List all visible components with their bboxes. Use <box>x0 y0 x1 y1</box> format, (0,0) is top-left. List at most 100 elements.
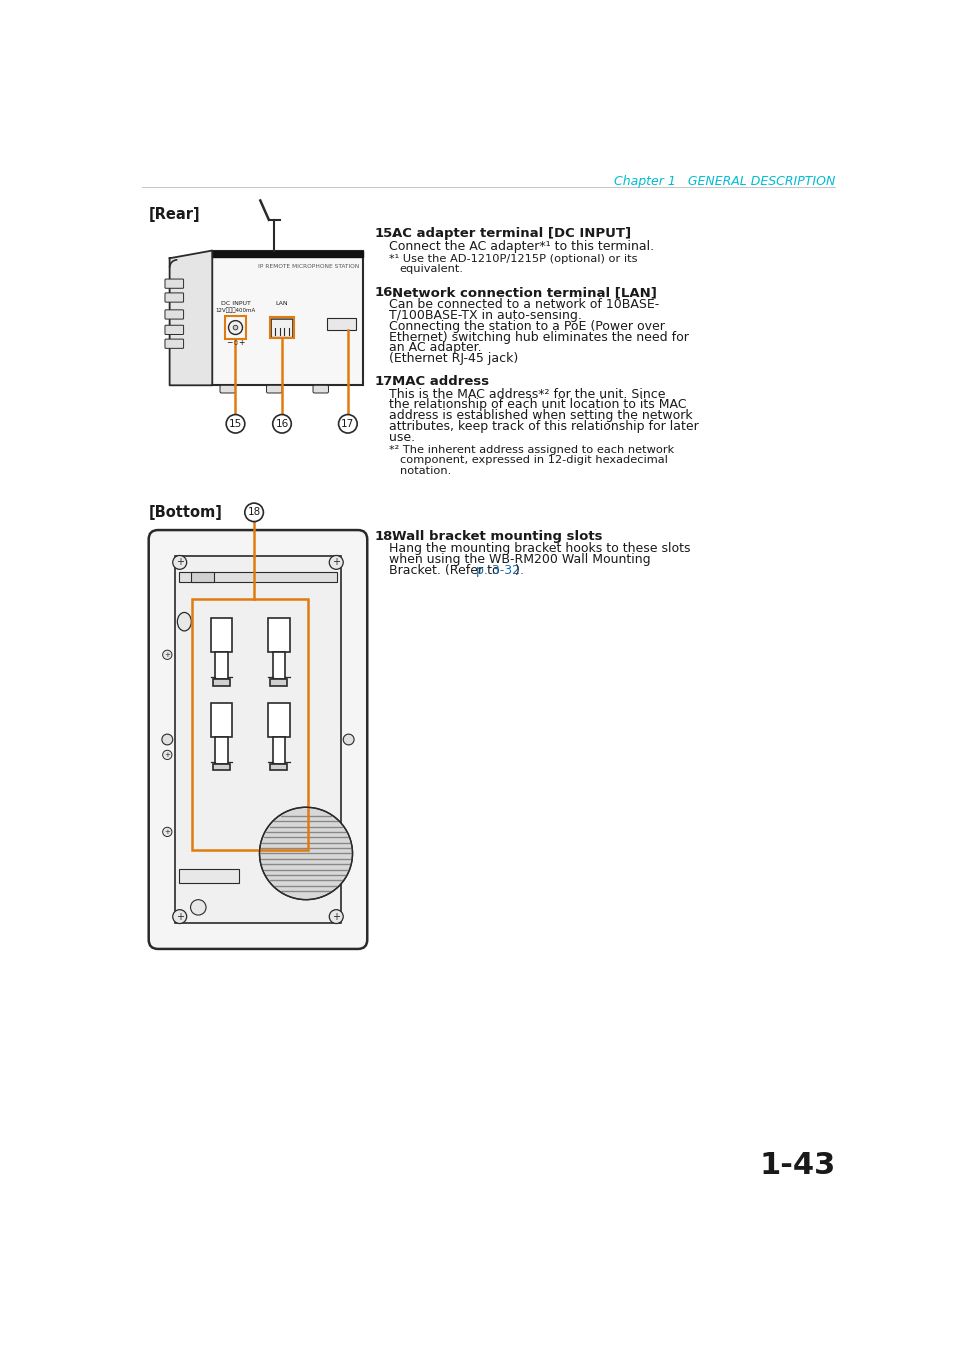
Bar <box>179 869 238 883</box>
Bar <box>268 618 290 652</box>
Bar <box>179 571 336 582</box>
Text: +: + <box>175 558 184 567</box>
Circle shape <box>259 807 353 899</box>
Text: MAC address: MAC address <box>392 375 489 389</box>
Text: Bracket. (Refer to: Bracket. (Refer to <box>389 564 503 576</box>
Text: +: + <box>332 558 340 567</box>
Text: notation.: notation. <box>399 466 451 477</box>
Text: ○: ○ <box>233 340 237 346</box>
Bar <box>224 316 246 339</box>
Text: 18: 18 <box>247 508 260 517</box>
Text: Hang the mounting bracket hooks to these slots: Hang the mounting bracket hooks to these… <box>389 543 690 555</box>
Bar <box>270 679 287 686</box>
Text: IP REMOTE MICROPHONE STATION: IP REMOTE MICROPHONE STATION <box>258 265 359 270</box>
Text: −: − <box>226 339 233 347</box>
Bar <box>213 764 230 771</box>
FancyBboxPatch shape <box>165 279 183 289</box>
Text: 17: 17 <box>341 418 355 429</box>
Text: 15.: 15. <box>375 227 398 240</box>
FancyBboxPatch shape <box>149 531 367 949</box>
Text: 12V⏜⏜⏜400mA: 12V⏜⏜⏜400mA <box>215 308 255 313</box>
Circle shape <box>162 734 172 745</box>
Text: Ethernet) switching hub eliminates the need for: Ethernet) switching hub eliminates the n… <box>389 331 688 344</box>
Text: DC INPUT: DC INPUT <box>220 301 251 305</box>
Text: (Ethernet RJ-45 jack): (Ethernet RJ-45 jack) <box>389 352 517 366</box>
Text: 16: 16 <box>275 418 289 429</box>
Text: *¹ Use the AD-1210P/1215P (optional) or its: *¹ Use the AD-1210P/1215P (optional) or … <box>389 254 637 263</box>
Bar <box>270 764 287 771</box>
Circle shape <box>329 555 343 570</box>
Circle shape <box>162 828 172 837</box>
Text: 18.: 18. <box>375 531 398 543</box>
Ellipse shape <box>177 613 192 630</box>
Circle shape <box>343 734 354 745</box>
Bar <box>174 556 340 923</box>
Circle shape <box>172 555 187 570</box>
Text: 15: 15 <box>229 418 242 429</box>
FancyBboxPatch shape <box>271 319 293 338</box>
Text: This is the MAC address*² for the unit. Since: This is the MAC address*² for the unit. … <box>389 387 665 401</box>
Text: equivalent.: equivalent. <box>399 265 463 274</box>
Text: the relationship of each unit location to its MAC: the relationship of each unit location t… <box>389 398 686 412</box>
Bar <box>211 618 233 652</box>
FancyBboxPatch shape <box>165 325 183 335</box>
Text: component, expressed in 12-digit hexadecimal: component, expressed in 12-digit hexadec… <box>399 455 667 466</box>
Circle shape <box>162 751 172 760</box>
Bar <box>270 317 294 339</box>
Text: LAN: LAN <box>275 301 288 305</box>
Polygon shape <box>170 251 212 385</box>
Text: *² The inherent address assigned to each network: *² The inherent address assigned to each… <box>389 444 674 455</box>
Bar <box>191 571 213 582</box>
Bar <box>327 317 356 329</box>
FancyBboxPatch shape <box>165 293 183 302</box>
Bar <box>213 679 230 686</box>
Circle shape <box>229 320 242 335</box>
Bar <box>273 652 285 679</box>
Text: +: + <box>175 911 184 922</box>
FancyBboxPatch shape <box>266 385 282 393</box>
Text: address is established when setting the network: address is established when setting the … <box>389 409 692 423</box>
Text: p. 3-32.: p. 3-32. <box>476 564 523 576</box>
Circle shape <box>162 651 172 659</box>
FancyBboxPatch shape <box>165 310 183 319</box>
Text: an AC adapter.: an AC adapter. <box>389 342 481 355</box>
Text: 17.: 17. <box>375 375 398 389</box>
Bar <box>215 652 228 679</box>
FancyBboxPatch shape <box>313 385 328 393</box>
Text: when using the WB-RM200 Wall Mounting: when using the WB-RM200 Wall Mounting <box>389 554 650 566</box>
Text: Network connection terminal [LAN]: Network connection terminal [LAN] <box>392 286 657 298</box>
Circle shape <box>245 504 263 521</box>
Bar <box>215 737 228 764</box>
Circle shape <box>191 899 206 915</box>
Circle shape <box>172 910 187 923</box>
Text: +: + <box>164 829 170 834</box>
Text: 1-43: 1-43 <box>759 1152 835 1180</box>
Text: [Bottom]: [Bottom] <box>149 505 222 520</box>
Circle shape <box>329 910 343 923</box>
Text: +: + <box>164 652 170 657</box>
Circle shape <box>233 325 237 329</box>
Text: Connect the AC adapter*¹ to this terminal.: Connect the AC adapter*¹ to this termina… <box>389 240 654 252</box>
Text: +: + <box>238 339 245 347</box>
Bar <box>273 737 285 764</box>
Text: [Rear]: [Rear] <box>149 207 200 221</box>
Text: +: + <box>332 911 340 922</box>
FancyBboxPatch shape <box>212 251 363 385</box>
Text: attributes, keep track of this relationship for later: attributes, keep track of this relations… <box>389 420 698 433</box>
Circle shape <box>338 414 356 433</box>
Text: Connecting the station to a PoE (Power over: Connecting the station to a PoE (Power o… <box>389 320 664 333</box>
Text: +: + <box>164 752 170 757</box>
FancyBboxPatch shape <box>220 385 235 393</box>
Bar <box>211 702 233 737</box>
FancyBboxPatch shape <box>165 339 183 348</box>
Bar <box>268 702 290 737</box>
Text: use.: use. <box>389 431 415 444</box>
Text: Chapter 1   GENERAL DESCRIPTION: Chapter 1 GENERAL DESCRIPTION <box>614 174 835 188</box>
Text: Can be connected to a network of 10BASE-: Can be connected to a network of 10BASE- <box>389 298 659 312</box>
Circle shape <box>226 414 245 433</box>
Bar <box>192 598 308 849</box>
Text: T/100BASE-TX in auto-sensing.: T/100BASE-TX in auto-sensing. <box>389 309 581 323</box>
Circle shape <box>273 414 291 433</box>
Text: 16.: 16. <box>375 286 398 298</box>
Text: Wall bracket mounting slots: Wall bracket mounting slots <box>392 531 602 543</box>
